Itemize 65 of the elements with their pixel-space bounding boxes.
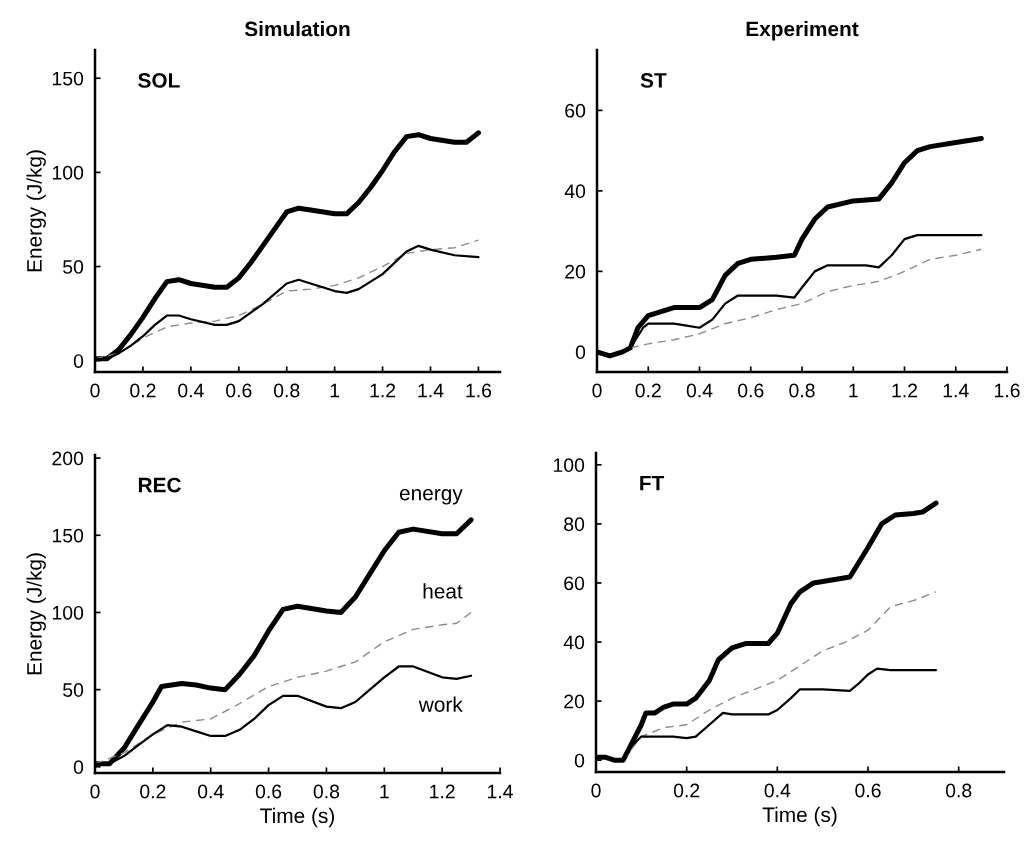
x-tick-label: 1.2 (370, 383, 396, 398)
x-tick-label: 0.2 (140, 784, 166, 799)
y-tick-label: 0 (574, 753, 585, 768)
y-tick-label: 100 (553, 458, 585, 473)
y-tick-label: 0 (73, 354, 84, 368)
x-tick-label: 0 (592, 383, 602, 398)
chart-title: Experiment (746, 21, 859, 41)
x-tick-label: 0.2 (635, 383, 661, 398)
annotation: REC (138, 477, 181, 493)
x-tick-label: 0.2 (673, 783, 700, 798)
x-tick-label: 0.2 (130, 383, 156, 398)
x-tick-label: 0.8 (789, 383, 815, 398)
y-tick-label: 0 (73, 760, 84, 775)
y-tick-label: 80 (564, 517, 585, 532)
line-series (95, 611, 472, 765)
x-tick-label: 1 (849, 383, 858, 398)
annotation: SOL (138, 73, 180, 88)
y-tick-label: 100 (52, 165, 84, 180)
series-label: work (418, 696, 463, 712)
x-tick-label: 1 (330, 383, 340, 398)
y-tick-label: 50 (63, 260, 84, 274)
series-label: energy (399, 489, 463, 505)
y-tick-label: 50 (63, 683, 84, 697)
x-axis-title: Time (s) (762, 806, 837, 827)
y-tick-label: 60 (565, 103, 586, 118)
x-axis-title: Time (s) (260, 807, 335, 828)
line-series (629, 248, 983, 349)
y-tick-label: 20 (564, 694, 585, 709)
x-tick-label: 1.4 (418, 383, 444, 398)
x-tick-label: 0.8 (273, 383, 300, 398)
x-tick-label: 0.6 (255, 784, 282, 799)
series-label: heat (423, 583, 463, 599)
x-tick-label: 0 (90, 784, 100, 799)
x-tick-label: 1.4 (943, 383, 969, 398)
y-tick-label: 150 (52, 71, 84, 86)
y-tick-label: 0 (575, 345, 586, 360)
x-tick-label: 1.4 (487, 784, 513, 799)
x-tick-label: 0.4 (178, 383, 204, 398)
x-tick-label: 0.6 (855, 783, 881, 798)
y-tick-label: 40 (564, 184, 586, 199)
x-tick-label: 1.6 (466, 383, 492, 398)
y-axis-title: Energy (J/kg) (26, 553, 46, 675)
x-tick-label: 1.2 (892, 383, 918, 398)
annotation: FT (640, 475, 665, 491)
x-tick-label: 0.4 (686, 383, 713, 398)
y-tick-label: 20 (565, 264, 586, 279)
x-tick-label: 0.8 (313, 784, 340, 799)
y-axis-title: Energy (J/kg) (26, 150, 46, 272)
x-tick-label: 0.4 (764, 783, 791, 798)
y-tick-label: 40 (563, 635, 585, 650)
x-tick-label: 1.2 (430, 784, 455, 799)
chart-title: Simulation (244, 21, 350, 37)
y-tick-label: 60 (564, 576, 585, 591)
y-tick-label: 150 (52, 528, 84, 543)
x-tick-label: 1.6 (994, 383, 1020, 398)
x-tick-label: 0.8 (945, 783, 972, 798)
x-tick-label: 0.4 (197, 784, 224, 799)
y-tick-label: 200 (52, 451, 84, 466)
y-tick-label: 100 (52, 605, 84, 620)
x-tick-label: 0.6 (226, 383, 252, 398)
x-tick-label: 0 (90, 383, 100, 398)
x-tick-label: 1 (380, 784, 389, 799)
x-tick-label: 0 (591, 783, 601, 798)
annotation: ST (640, 73, 667, 88)
x-tick-label: 0.6 (738, 383, 764, 398)
